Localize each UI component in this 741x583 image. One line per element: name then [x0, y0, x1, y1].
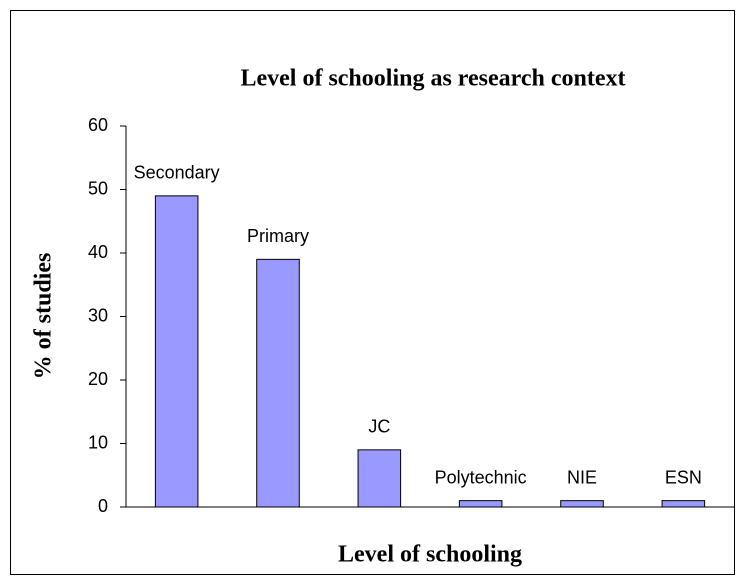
chart-title: Level of schooling as research context	[240, 66, 625, 92]
y-axis-label: % of studies	[31, 253, 57, 380]
x-axis-label: Level of schooling	[338, 542, 522, 568]
y-tick-label: 30	[88, 305, 108, 325]
category-label: Secondary	[134, 163, 220, 183]
category-label: NIE	[567, 467, 597, 487]
y-tick-label: 20	[88, 369, 108, 389]
category-label: Primary	[247, 226, 309, 246]
category-label: Polytechnic	[435, 467, 527, 487]
bar	[256, 258, 300, 508]
category-label: ESN	[665, 467, 702, 487]
y-tick-label: 0	[98, 496, 108, 516]
bar	[458, 500, 503, 508]
bar	[154, 195, 199, 508]
bar	[661, 500, 706, 508]
y-tick-label: 50	[88, 178, 108, 198]
y-tick-label: 40	[88, 242, 108, 262]
y-tick-label: 60	[88, 115, 108, 135]
bar	[357, 449, 402, 508]
category-label: JC	[368, 417, 390, 437]
bar	[560, 500, 604, 508]
y-tick-label: 10	[88, 432, 108, 452]
